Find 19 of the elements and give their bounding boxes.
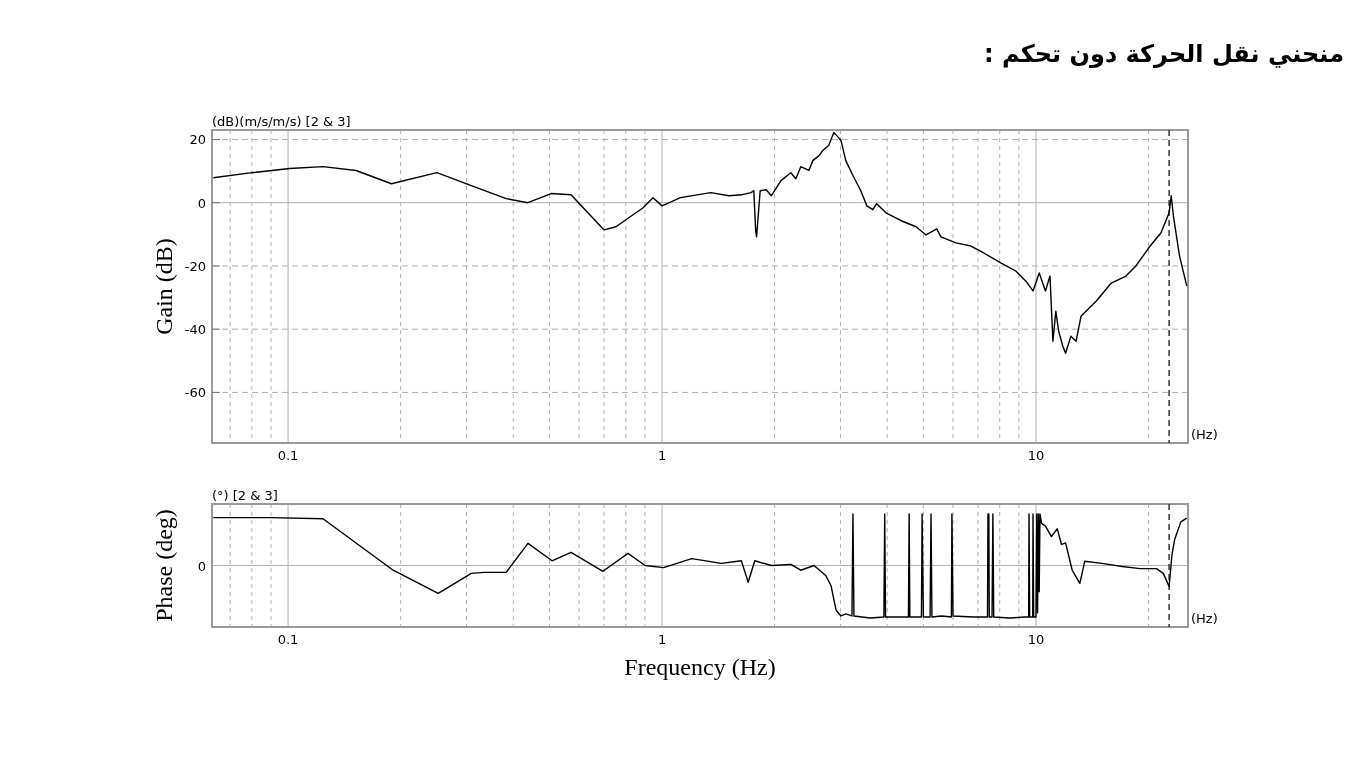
y-tick-label: -40 <box>184 322 206 338</box>
x-tick-label: 10 <box>1027 448 1045 463</box>
text: (Hz) <box>1191 427 1218 442</box>
text: (°) [2 & 3] <box>212 488 278 503</box>
text: (dB)(m/s/m/s) [2 & 3] <box>212 114 351 129</box>
y-tick-label: -60 <box>184 385 206 401</box>
x-tick-label: 1 <box>657 448 667 463</box>
y-axis-title: Gain (dB) <box>151 238 177 335</box>
y-tick-label: -20 <box>184 258 206 274</box>
y-axis-title: Phase (deg) <box>151 509 177 622</box>
y-tick-label: 0 <box>197 195 206 211</box>
text: (Hz) <box>1191 611 1218 626</box>
x-tick-label: 10 <box>1027 632 1045 647</box>
chart-title: منحني نقل الحركة دون تحكم : <box>984 40 1344 68</box>
x-tick-label: 0.1 <box>277 632 299 647</box>
x-tick-label: 1 <box>657 632 667 647</box>
x-axis-title: Frequency (Hz) <box>624 654 776 680</box>
y-tick-label: 20 <box>189 132 206 148</box>
x-tick-label: 0.1 <box>277 448 299 463</box>
